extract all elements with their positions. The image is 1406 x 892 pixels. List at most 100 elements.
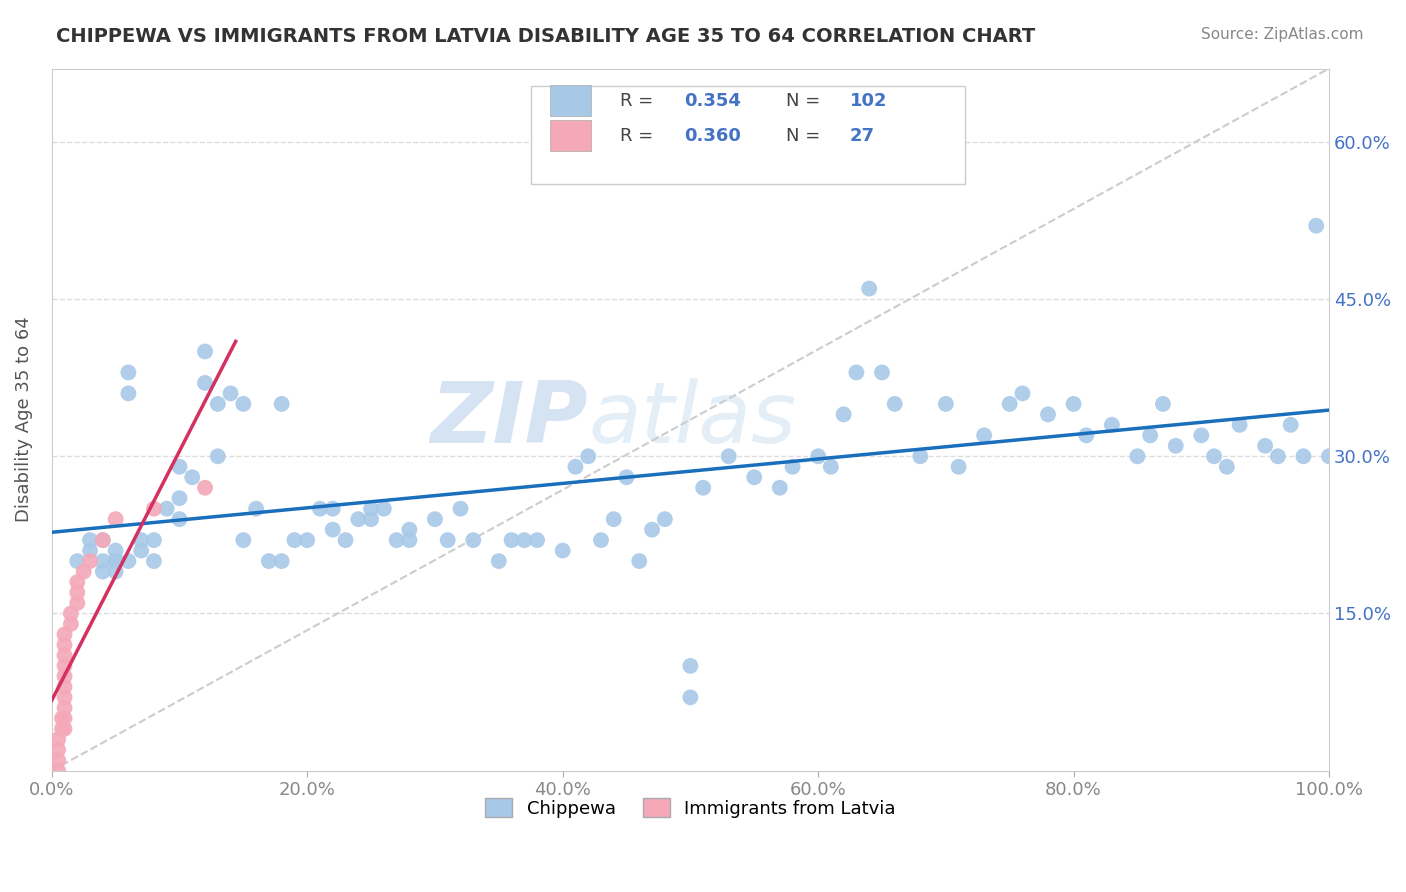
- Point: [79, 543, 101, 558]
- Point: [66, 596, 89, 610]
- Point: [616, 470, 638, 484]
- Point: [66, 585, 89, 599]
- Point: [46, 732, 69, 747]
- Point: [564, 459, 586, 474]
- Point: [66, 554, 89, 568]
- Point: [373, 501, 395, 516]
- Point: [1139, 428, 1161, 442]
- Point: [973, 428, 995, 442]
- Point: [589, 533, 612, 548]
- Point: [194, 376, 217, 390]
- Point: [46, 764, 69, 778]
- Point: [104, 554, 127, 568]
- Point: [948, 459, 970, 474]
- Point: [73, 565, 96, 579]
- Point: [51, 722, 73, 736]
- Point: [1229, 417, 1251, 432]
- Point: [309, 501, 332, 516]
- FancyBboxPatch shape: [550, 120, 591, 152]
- Point: [51, 711, 73, 725]
- Point: [436, 533, 458, 548]
- Point: [53, 669, 76, 683]
- FancyBboxPatch shape: [530, 86, 965, 185]
- Point: [322, 501, 344, 516]
- Point: [385, 533, 408, 548]
- Point: [169, 512, 191, 526]
- Point: [398, 533, 420, 548]
- Point: [245, 501, 267, 516]
- Point: [641, 523, 664, 537]
- Point: [832, 408, 855, 422]
- Point: [53, 680, 76, 694]
- Point: [832, 135, 855, 149]
- Point: [807, 450, 830, 464]
- Text: R =: R =: [620, 92, 659, 110]
- Point: [53, 659, 76, 673]
- Point: [59, 617, 82, 632]
- Point: [1279, 417, 1302, 432]
- Point: [1063, 397, 1085, 411]
- Point: [283, 533, 305, 548]
- Point: [742, 470, 765, 484]
- Point: [156, 501, 179, 516]
- Point: [322, 523, 344, 537]
- Point: [53, 627, 76, 641]
- Point: [270, 554, 292, 568]
- Point: [142, 554, 165, 568]
- Point: [169, 491, 191, 506]
- Point: [53, 648, 76, 663]
- Point: [1305, 219, 1327, 233]
- Y-axis label: Disability Age 35 to 64: Disability Age 35 to 64: [15, 317, 32, 523]
- Point: [513, 533, 536, 548]
- Point: [66, 575, 89, 590]
- Point: [79, 533, 101, 548]
- Point: [129, 533, 152, 548]
- Point: [935, 397, 957, 411]
- Point: [104, 512, 127, 526]
- Point: [207, 397, 229, 411]
- Point: [117, 554, 139, 568]
- Point: [1267, 450, 1289, 464]
- Point: [142, 533, 165, 548]
- Point: [232, 397, 254, 411]
- Point: [91, 554, 114, 568]
- Text: atlas: atlas: [588, 378, 796, 461]
- Point: [142, 501, 165, 516]
- Point: [1292, 450, 1315, 464]
- Point: [1076, 428, 1098, 442]
- Point: [1126, 450, 1149, 464]
- Point: [526, 533, 548, 548]
- Text: R =: R =: [620, 127, 659, 145]
- Point: [335, 533, 357, 548]
- Point: [360, 512, 382, 526]
- Point: [207, 450, 229, 464]
- Point: [1254, 439, 1277, 453]
- Point: [782, 459, 804, 474]
- Text: 0.360: 0.360: [683, 127, 741, 145]
- Point: [169, 459, 191, 474]
- Point: [117, 366, 139, 380]
- Point: [423, 512, 446, 526]
- Text: N =: N =: [786, 127, 827, 145]
- Point: [104, 565, 127, 579]
- Point: [1216, 459, 1239, 474]
- Legend: Chippewa, Immigrants from Latvia: Chippewa, Immigrants from Latvia: [478, 791, 903, 825]
- Point: [679, 690, 702, 705]
- Point: [1036, 408, 1059, 422]
- Point: [1101, 417, 1123, 432]
- Point: [1011, 386, 1033, 401]
- Point: [79, 554, 101, 568]
- Point: [692, 481, 714, 495]
- Point: [463, 533, 485, 548]
- Point: [628, 554, 651, 568]
- Point: [53, 711, 76, 725]
- Point: [679, 659, 702, 673]
- Text: 102: 102: [851, 92, 887, 110]
- Point: [603, 512, 626, 526]
- Point: [883, 397, 905, 411]
- Text: Source: ZipAtlas.com: Source: ZipAtlas.com: [1201, 27, 1364, 42]
- Point: [295, 533, 318, 548]
- Text: 0.354: 0.354: [683, 92, 741, 110]
- Point: [194, 481, 217, 495]
- Point: [219, 386, 242, 401]
